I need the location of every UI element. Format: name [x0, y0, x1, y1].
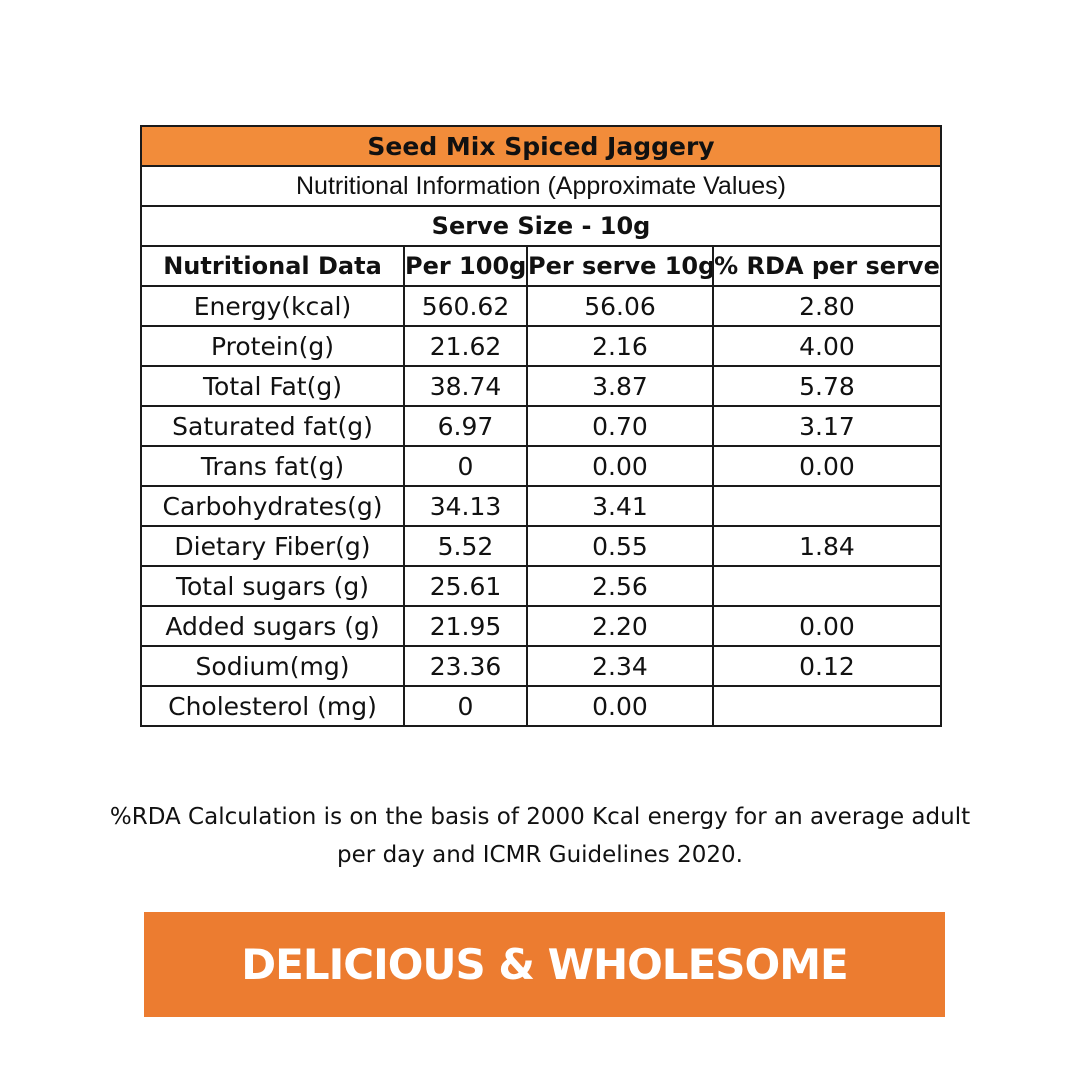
rda-value: 2.80	[712, 285, 942, 327]
per-serve-value: 2.20	[526, 605, 714, 647]
nutrient-name: Protein(g)	[140, 325, 405, 367]
banner: DELICIOUS & WHOLESOME	[144, 912, 945, 1017]
header-per-serve: Per serve 10g	[526, 245, 714, 287]
rda-value: 3.17	[712, 405, 942, 447]
rda-footnote: %RDA Calculation is on the basis of 2000…	[80, 798, 1000, 874]
table-row: Protein(g) 21.62 2.16 4.00	[140, 325, 942, 367]
nutrient-name: Carbohydrates(g)	[140, 485, 405, 527]
per-serve-value: 0.00	[526, 445, 714, 487]
per-serve-value: 2.34	[526, 645, 714, 687]
nutrient-name: Added sugars (g)	[140, 605, 405, 647]
nutrient-name: Dietary Fiber(g)	[140, 525, 405, 567]
rda-value: 4.00	[712, 325, 942, 367]
serve-size: Serve Size - 10g	[140, 205, 942, 247]
per-serve-value: 2.56	[526, 565, 714, 607]
nutrient-name: Total sugars (g)	[140, 565, 405, 607]
nutrient-name: Sodium(mg)	[140, 645, 405, 687]
rda-value: 5.78	[712, 365, 942, 407]
per-serve-value: 0.70	[526, 405, 714, 447]
nutrient-name: Trans fat(g)	[140, 445, 405, 487]
per-serve-value: 3.87	[526, 365, 714, 407]
rda-value: 0.00	[712, 605, 942, 647]
per-100g-value: 38.74	[403, 365, 528, 407]
per-100g-value: 6.97	[403, 405, 528, 447]
table-row: Added sugars (g) 21.95 2.20 0.00	[140, 605, 942, 647]
per-serve-value: 2.16	[526, 325, 714, 367]
per-100g-value: 5.52	[403, 525, 528, 567]
table-row: Carbohydrates(g) 34.13 3.41	[140, 485, 942, 527]
table-row: Energy(kcal) 560.62 56.06 2.80	[140, 285, 942, 327]
header-row: Nutritional Data Per 100g Per serve 10g …	[140, 245, 942, 287]
rda-value	[712, 685, 942, 727]
per-100g-value: 21.62	[403, 325, 528, 367]
per-serve-value: 56.06	[526, 285, 714, 327]
footnote-line-1: %RDA Calculation is on the basis of 2000…	[109, 804, 971, 830]
nutrient-name: Cholesterol (mg)	[140, 685, 405, 727]
per-serve-value: 0.00	[526, 685, 714, 727]
footnote-line-2: per day and ICMR Guidelines 2020.	[337, 842, 743, 868]
table-row: Cholesterol (mg) 0 0.00	[140, 685, 942, 727]
rda-value: 1.84	[712, 525, 942, 567]
nutrition-table: Seed Mix Spiced Jaggery Nutritional Info…	[140, 125, 942, 727]
nutrient-name: Energy(kcal)	[140, 285, 405, 327]
per-100g-value: 0	[403, 685, 528, 727]
per-serve-value: 3.41	[526, 485, 714, 527]
table-title: Seed Mix Spiced Jaggery	[140, 125, 942, 167]
nutrient-name: Saturated fat(g)	[140, 405, 405, 447]
header-nutritional-data: Nutritional Data	[140, 245, 405, 287]
title-row: Seed Mix Spiced Jaggery	[140, 125, 942, 167]
table-row: Sodium(mg) 23.36 2.34 0.12	[140, 645, 942, 687]
table-row: Saturated fat(g) 6.97 0.70 3.17	[140, 405, 942, 447]
per-100g-value: 21.95	[403, 605, 528, 647]
rda-value: 0.12	[712, 645, 942, 687]
subtitle-row: Nutritional Information (Approximate Val…	[140, 165, 942, 207]
nutrient-name: Total Fat(g)	[140, 365, 405, 407]
banner-text: DELICIOUS & WHOLESOME	[241, 940, 848, 989]
per-100g-value: 0	[403, 445, 528, 487]
table-subtitle: Nutritional Information (Approximate Val…	[140, 165, 942, 207]
per-100g-value: 34.13	[403, 485, 528, 527]
rda-value	[712, 565, 942, 607]
table-row: Total Fat(g) 38.74 3.87 5.78	[140, 365, 942, 407]
table-row: Trans fat(g) 0 0.00 0.00	[140, 445, 942, 487]
per-serve-value: 0.55	[526, 525, 714, 567]
per-100g-value: 25.61	[403, 565, 528, 607]
rda-value: 0.00	[712, 445, 942, 487]
serve-size-row: Serve Size - 10g	[140, 205, 942, 247]
rda-value	[712, 485, 942, 527]
header-rda: % RDA per serve	[712, 245, 942, 287]
table-row: Dietary Fiber(g) 5.52 0.55 1.84	[140, 525, 942, 567]
per-100g-value: 23.36	[403, 645, 528, 687]
table-row: Total sugars (g) 25.61 2.56	[140, 565, 942, 607]
per-100g-value: 560.62	[403, 285, 528, 327]
header-per-100g: Per 100g	[403, 245, 528, 287]
